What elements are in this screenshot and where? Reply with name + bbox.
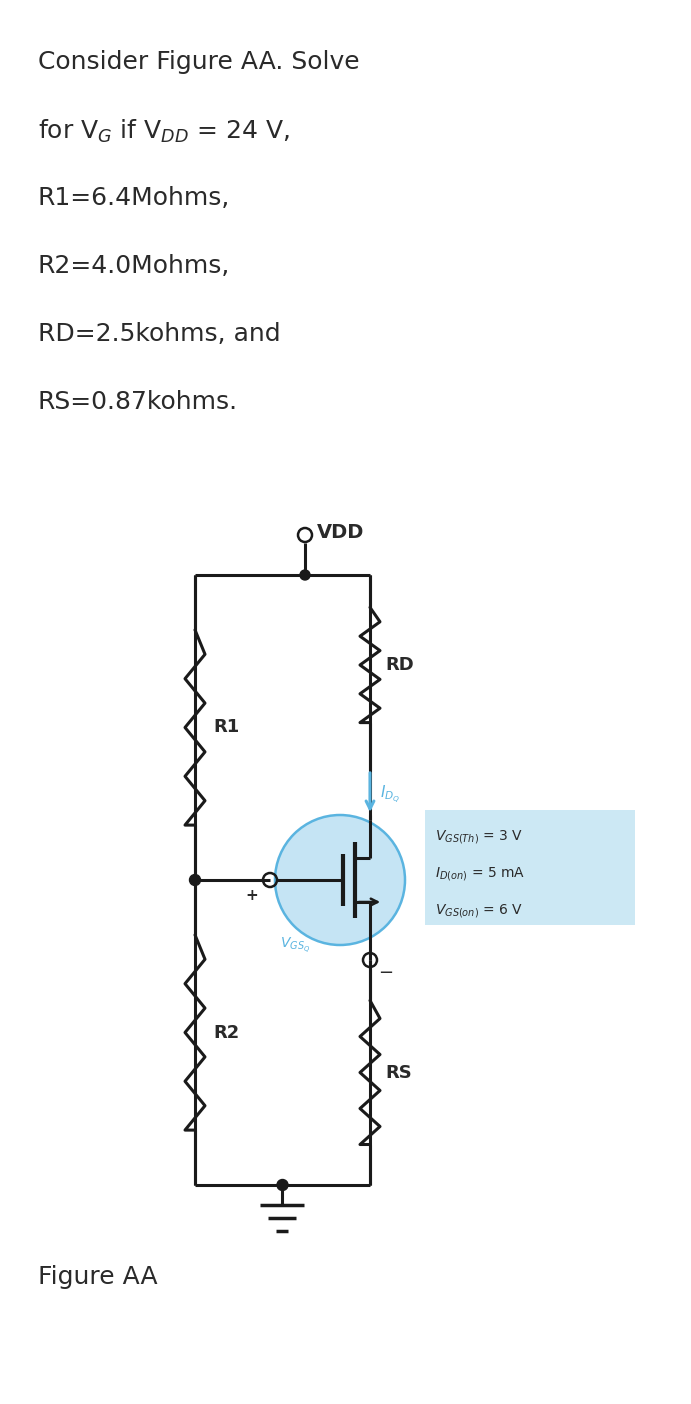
Circle shape xyxy=(277,1179,288,1191)
Text: Consider Figure AA. Solve: Consider Figure AA. Solve xyxy=(38,51,359,74)
Text: R1=6.4Mohms,: R1=6.4Mohms, xyxy=(38,185,230,211)
Text: $I_{D(on)}$ = 5 mA: $I_{D(on)}$ = 5 mA xyxy=(435,865,525,883)
Text: +: + xyxy=(245,887,258,903)
Circle shape xyxy=(275,814,405,945)
Text: Figure AA: Figure AA xyxy=(38,1265,158,1289)
Text: −: − xyxy=(378,965,393,981)
Text: for V$_G$ if V$_{DD}$ = 24 V,: for V$_G$ if V$_{DD}$ = 24 V, xyxy=(38,118,290,145)
Text: $V_{GS(Th)}$ = 3 V: $V_{GS(Th)}$ = 3 V xyxy=(435,828,523,847)
Circle shape xyxy=(300,570,310,580)
Text: $I_{D_Q}$: $I_{D_Q}$ xyxy=(380,783,400,806)
Text: VDD: VDD xyxy=(317,524,364,542)
Text: RD: RD xyxy=(385,656,414,674)
Text: R1: R1 xyxy=(213,719,239,737)
Text: R2=4.0Mohms,: R2=4.0Mohms, xyxy=(38,254,230,278)
Text: RD=2.5kohms, and: RD=2.5kohms, and xyxy=(38,322,281,345)
Text: $V_{GS_Q}$: $V_{GS_Q}$ xyxy=(280,935,310,955)
Text: RS: RS xyxy=(385,1063,412,1081)
Circle shape xyxy=(189,875,200,886)
Text: RS=0.87kohms.: RS=0.87kohms. xyxy=(38,390,238,414)
FancyBboxPatch shape xyxy=(425,810,635,925)
Text: $V_{GS(on)}$ = 6 V: $V_{GS(on)}$ = 6 V xyxy=(435,901,523,920)
Text: R2: R2 xyxy=(213,1024,239,1042)
